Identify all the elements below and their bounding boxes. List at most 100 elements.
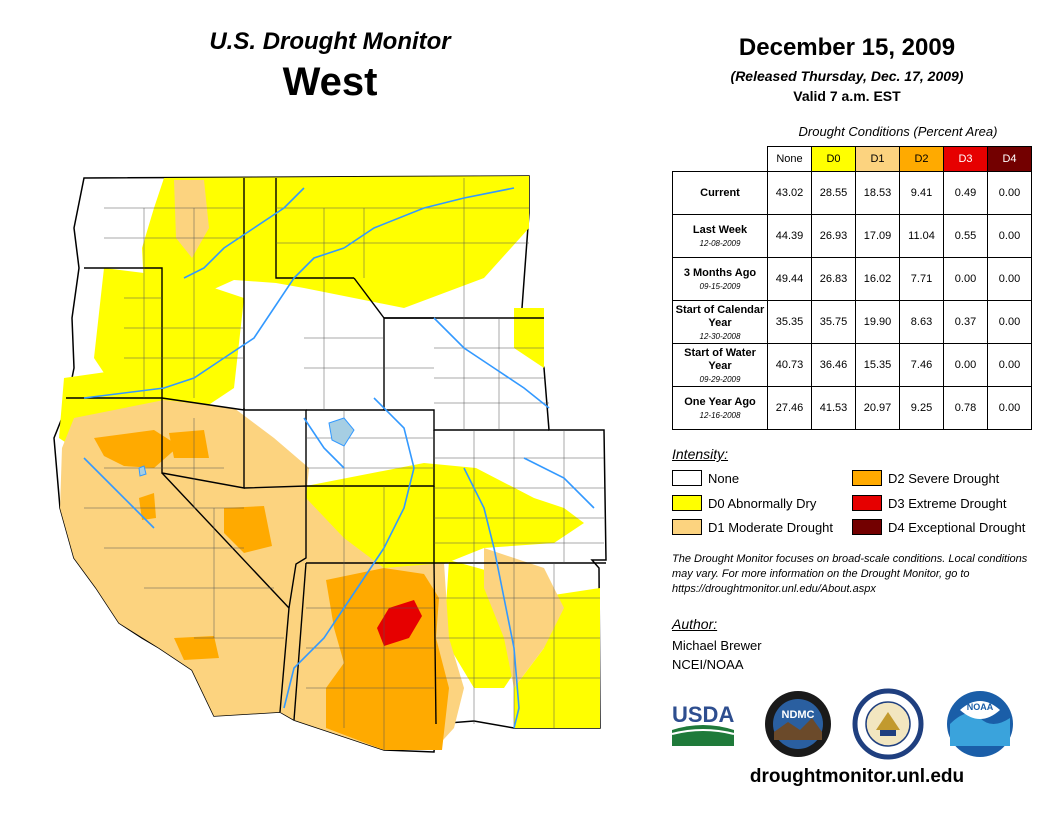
conditions-table: None D0 D1 D2 D3 D4 Current 43.02 28.55 … [672, 146, 1032, 430]
county-lines [84, 178, 604, 750]
author-title: Author: [672, 616, 718, 632]
site-url-link[interactable]: droughtmonitor.unl.edu [749, 766, 965, 787]
commerce-shield-icon [880, 730, 896, 736]
usda-logo: USDA [671, 702, 735, 746]
noaa-text: NOAA [967, 702, 994, 712]
table-cell: 0.00 [987, 257, 1032, 301]
legend-label: None [708, 470, 740, 486]
great-salt-lake [328, 417, 355, 447]
row-label: Last Week 12-08-2009 [672, 214, 768, 258]
col-header-none: None [767, 146, 812, 172]
legend-swatch [852, 519, 882, 535]
legend-swatch [672, 495, 702, 511]
lake-tahoe [138, 465, 147, 477]
row-label-text: Last Week [692, 224, 748, 236]
table-row: Start of Calendar Year 12-30-2008 35.35 3… [672, 300, 1032, 344]
legend-item-d3: D3 Extreme Drought [852, 495, 1007, 511]
col-header-d0: D0 [811, 146, 856, 172]
table-cell: 18.53 [855, 171, 900, 215]
table-cell: 35.75 [811, 300, 856, 344]
legend-label: D1 Moderate Drought [708, 519, 834, 535]
table-corner [673, 147, 768, 172]
row-label: Start of Water Year 09-29-2009 [672, 343, 768, 387]
legend-label: D0 Abnormally Dry [708, 495, 817, 511]
table-cell: 0.49 [943, 171, 988, 215]
legend-label: D2 Severe Drought [888, 470, 1000, 486]
row-date: 09-15-2009 [699, 282, 741, 291]
usda-stripe-icon [671, 729, 735, 735]
table-row: One Year Ago 12-16-2008 27.46 41.53 20.97… [672, 386, 1032, 430]
drought-map [44, 168, 616, 758]
table-cell: 35.35 [767, 300, 812, 344]
legend-swatch [852, 495, 882, 511]
table-cell: 27.46 [767, 386, 812, 430]
table-caption: Drought Conditions (Percent Area) [798, 124, 998, 139]
table-cell: 9.25 [899, 386, 944, 430]
map-title: U.S. Drought Monitor [209, 28, 451, 55]
usda-hills-icon [672, 725, 734, 746]
table-cell: 49.44 [767, 257, 812, 301]
table-cell: 0.00 [943, 257, 988, 301]
legend-swatch [852, 470, 882, 486]
author-name: Michael Brewer [672, 638, 762, 653]
table-cell: 11.04 [899, 214, 944, 258]
table-cell: 7.46 [899, 343, 944, 387]
rivers [83, 187, 595, 729]
valid-time: Valid 7 a.m. EST [793, 88, 901, 104]
row-label: Start of Calendar Year 12-30-2008 [672, 300, 768, 344]
table-row: Current 43.02 28.55 18.53 9.41 0.49 0.00 [672, 171, 1032, 215]
author-org: NCEI/NOAA [672, 657, 744, 672]
col-header-d4: D4 [987, 146, 1032, 172]
disclaimer-note: The Drought Monitor focuses on broad-sca… [672, 553, 1028, 595]
table-cell: 0.00 [943, 343, 988, 387]
state-borders [66, 178, 606, 725]
ndmc-text: NDMC [782, 709, 815, 721]
table-cell: 19.90 [855, 300, 900, 344]
ndmc-land-icon [774, 718, 822, 740]
legend-item-none: None [672, 470, 739, 486]
legend-swatch [672, 470, 702, 486]
table-cell: 0.78 [943, 386, 988, 430]
table-cell: 0.00 [987, 300, 1032, 344]
legend-swatch [672, 519, 702, 535]
released-date: (Released Thursday, Dec. 17, 2009) [730, 68, 964, 84]
header-left: U.S. Drought Monitor West [150, 28, 510, 105]
legend-label: D3 Extreme Drought [888, 495, 1007, 511]
table-row: Start of Water Year 09-29-2009 40.73 36.4… [672, 343, 1032, 387]
region-title: West [282, 60, 378, 104]
legend-item-d0: D0 Abnormally Dry [672, 495, 816, 511]
row-date: 12-16-2008 [699, 411, 741, 420]
table-cell: 26.93 [811, 214, 856, 258]
drought-map-svg [53, 175, 607, 753]
table-cell: 36.46 [811, 343, 856, 387]
legend-item-d4: D4 Exceptional Drought [852, 519, 1025, 535]
legend-label: D4 Exceptional Drought [888, 519, 1026, 535]
row-date: 09-29-2009 [699, 374, 741, 384]
d3-areas [377, 600, 422, 646]
row-date: 12-30-2008 [699, 331, 741, 341]
table-cell: 40.73 [767, 343, 812, 387]
table-row: 3 Months Ago 09-15-2009 49.44 26.83 16.02… [672, 257, 1032, 301]
table-cell: 9.41 [899, 171, 944, 215]
row-label: Current [672, 171, 768, 215]
row-label-text: One Year Ago [684, 396, 756, 408]
table-cell: 44.39 [767, 214, 812, 258]
table-cell: 43.02 [767, 171, 812, 215]
table-cell: 41.53 [811, 386, 856, 430]
table-cell: 0.00 [987, 171, 1032, 215]
table-cell: 16.02 [855, 257, 900, 301]
row-label: 3 Months Ago 09-15-2009 [672, 257, 768, 301]
table-cell: 7.71 [899, 257, 944, 301]
table-header-row: None D0 D1 D2 D3 D4 [673, 146, 1032, 172]
legend-item-d2: D2 Severe Drought [852, 470, 999, 486]
col-header-d1: D1 [855, 146, 900, 172]
table-cell: 28.55 [811, 171, 856, 215]
table-row: Last Week 12-08-2009 44.39 26.93 17.09 11… [672, 214, 1032, 258]
ndmc-logo: NDMC [765, 691, 831, 757]
table-cell: 17.09 [855, 214, 900, 258]
noaa-logo: NOAA [947, 691, 1013, 757]
table-cell: 0.00 [987, 343, 1032, 387]
row-label: One Year Ago 12-16-2008 [672, 386, 768, 430]
date-title: December 15, 2009 [738, 34, 956, 61]
usda-text: USDA [672, 702, 734, 727]
